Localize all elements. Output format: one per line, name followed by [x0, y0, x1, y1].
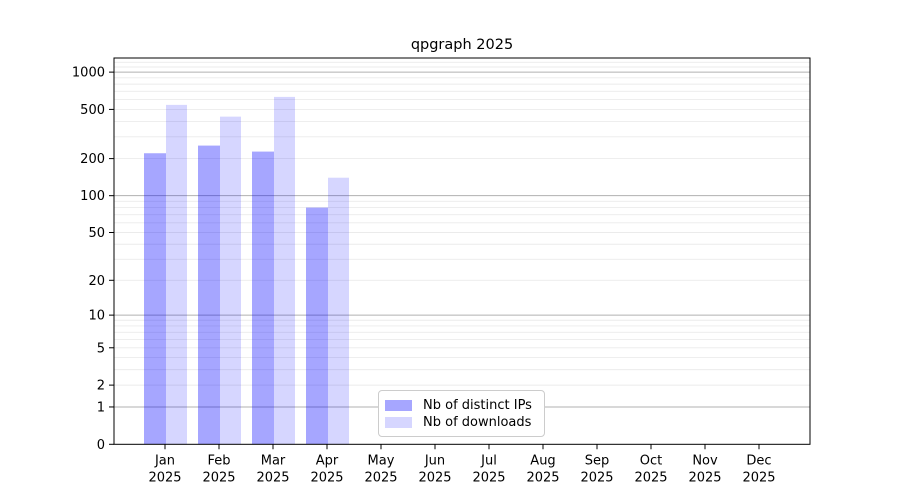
x-tick-label-year: 2025: [148, 470, 181, 485]
legend-row: Nb of downloads: [385, 414, 538, 430]
x-tick-label-month: Jan: [154, 453, 175, 468]
x-tick-label-month: Feb: [207, 453, 230, 468]
x-tick-label-year: 2025: [688, 470, 721, 485]
y-tick-label: 20: [88, 274, 105, 289]
x-tick-label-year: 2025: [202, 470, 235, 485]
chart-title: qpgraph 2025: [410, 37, 514, 53]
x-tick-label-month: Mar: [261, 453, 286, 468]
y-tick-label: 0: [97, 438, 105, 453]
legend-label: Nb of downloads: [423, 414, 532, 430]
x-tick-label-month: Apr: [316, 453, 339, 468]
x-tick-label-month: Oct: [640, 453, 662, 468]
x-tick-label-month: Sep: [585, 453, 610, 468]
x-tick-label-year: 2025: [472, 470, 505, 485]
x-tick-label-year: 2025: [256, 470, 289, 485]
bar-downloads-apr: [328, 177, 349, 445]
y-tick-label: 100: [80, 189, 105, 204]
x-tick-label-year: 2025: [418, 470, 451, 485]
bar-distinct-ips-feb: [198, 145, 220, 445]
bar-downloads-jan: [166, 104, 187, 445]
y-tick-label: 200: [80, 152, 105, 167]
bar-distinct-ips-jan: [144, 153, 166, 445]
x-tick-label-year: 2025: [310, 470, 343, 485]
bar-distinct-ips-mar: [252, 151, 274, 445]
y-tick-label: 10: [88, 309, 105, 324]
x-tick-label-month: Nov: [692, 453, 718, 468]
y-tick-label: 1: [97, 400, 105, 415]
x-tick-label-month: Aug: [530, 453, 555, 468]
x-tick-label-year: 2025: [742, 470, 775, 485]
y-tick-label: 2: [97, 379, 105, 394]
x-tick-label-month: Jul: [480, 453, 497, 468]
x-tick-label-year: 2025: [364, 470, 397, 485]
bar-downloads-feb: [220, 116, 241, 445]
legend-label: Nb of distinct IPs: [423, 397, 532, 413]
y-tick-label: 5: [97, 341, 105, 356]
y-tick-label: 1000: [72, 66, 105, 81]
x-tick-label-year: 2025: [580, 470, 613, 485]
legend-swatch: [385, 399, 412, 411]
bar-downloads-mar: [274, 96, 295, 445]
y-tick-label: 50: [88, 226, 105, 241]
y-tick-label: 500: [80, 103, 105, 118]
legend-row: Nb of distinct IPs: [385, 397, 538, 413]
x-tick-label-month: May: [368, 453, 395, 468]
legend: Nb of distinct IPs Nb of downloads: [378, 390, 545, 437]
x-tick-label-year: 2025: [634, 470, 667, 485]
x-tick-label-month: Dec: [746, 453, 771, 468]
x-tick-label-year: 2025: [526, 470, 559, 485]
x-tick-label-month: Jun: [424, 453, 445, 468]
bar-distinct-ips-apr: [306, 207, 328, 445]
legend-swatch: [385, 416, 412, 428]
axes-frame: [113, 57, 811, 445]
